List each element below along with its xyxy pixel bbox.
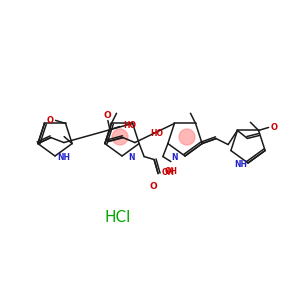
Text: N: N [171,153,178,162]
Text: O: O [149,182,157,190]
Text: OH: OH [162,168,175,177]
Text: HO: HO [123,121,136,130]
Text: N: N [128,153,135,162]
Text: O: O [46,116,54,125]
Text: OH: OH [165,167,178,176]
Text: NH: NH [57,153,70,162]
Text: HCl: HCl [105,211,131,226]
Text: O: O [103,111,111,120]
Text: HO: HO [150,128,163,137]
Text: O: O [271,123,278,132]
Text: NH: NH [234,160,247,169]
Circle shape [112,129,128,145]
Circle shape [179,129,195,145]
